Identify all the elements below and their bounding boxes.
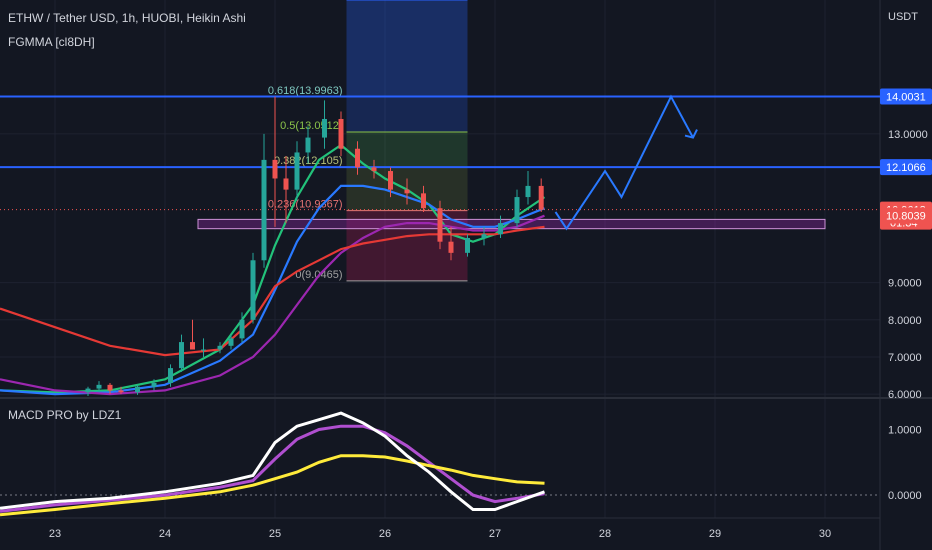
candle-body	[283, 178, 289, 190]
candle-body	[151, 382, 157, 387]
macd-histogram-line	[0, 424, 545, 513]
projection-line	[554, 94, 694, 231]
candles	[85, 96, 544, 396]
candle-body	[514, 197, 520, 224]
candle-body	[437, 208, 443, 242]
price-tick-label: 9.0000	[888, 278, 922, 290]
candle-body	[107, 384, 113, 391]
candle-body	[168, 368, 173, 383]
symbol-title[interactable]: ETHW / Tether USD, 1h, HUOBI, Heikin Ash…	[8, 11, 246, 25]
time-tick-label: 28	[599, 528, 611, 540]
candle-body	[261, 159, 267, 261]
time-axis[interactable]: 23 24 25 26 27 28 29 30	[49, 528, 831, 540]
price-tag-bg	[880, 159, 932, 176]
moving-average-line	[0, 225, 545, 357]
candle-body	[250, 260, 256, 320]
price-tick-label: 7.0000	[888, 352, 922, 364]
candle-body	[239, 319, 245, 339]
price-tag-label: 14.0031	[886, 92, 926, 104]
moving-average-line	[0, 184, 545, 396]
fib-band	[346, 0, 468, 97]
price-tag-bg	[880, 207, 932, 224]
macd-panel	[0, 411, 880, 517]
time-tick-label: 24	[159, 528, 171, 540]
candle-body	[338, 118, 344, 149]
moving-averages	[0, 143, 546, 396]
candle-body	[228, 338, 234, 346]
candle-body	[355, 148, 360, 168]
fib-retracement[interactable]: 0.618(13.9963)0.5(13.0512)0.382(12.105)0…	[268, 0, 468, 282]
price-axis[interactable]: 6.0000 7.0000 8.0000 9.0000 13.0000 USDT 14.00…	[880, 11, 932, 502]
fib-level-label: 0.618(13.9963)	[268, 85, 343, 97]
fib-band	[346, 131, 468, 168]
candle-body	[118, 390, 124, 393]
candle-body	[388, 171, 393, 190]
fib-level-label: 0.5(13.0512)	[280, 120, 342, 132]
moving-average-line	[0, 214, 545, 396]
candle-body	[538, 185, 544, 210]
candle-body	[525, 185, 531, 198]
candle-body	[217, 345, 223, 350]
indicator-label[interactable]: FGMMA [cl8DH]	[8, 35, 95, 49]
price-tag-label: 12.1066	[886, 162, 926, 174]
time-tick-label: 29	[709, 528, 721, 540]
price-tick-label: 13.0000	[888, 129, 928, 141]
candle-body	[371, 167, 377, 172]
projection-path[interactable]	[554, 94, 698, 231]
candle-body	[498, 223, 503, 235]
candle-body	[448, 241, 454, 253]
candle-body	[421, 193, 426, 209]
price-unit-label: USDT	[888, 11, 918, 23]
candle-body	[404, 189, 410, 194]
price-tick-label: 6.0000	[888, 389, 922, 401]
candle-body	[481, 234, 487, 238]
fib-band	[346, 96, 468, 132]
price-tag-label: 10.8039	[886, 211, 926, 223]
candle-body	[190, 342, 195, 350]
candle-body	[201, 349, 206, 351]
candle-body	[322, 118, 327, 138]
price-tag-bg	[880, 88, 932, 105]
candle-body	[179, 342, 184, 369]
time-tick-label: 30	[819, 528, 831, 540]
candle-body	[272, 159, 278, 179]
macd-label[interactable]: MACD PRO by LDZ1	[8, 408, 122, 422]
macd-tick-label: 0.0000	[888, 490, 922, 502]
projection-arrow-icon	[684, 129, 698, 139]
price-tick-label: 8.0000	[888, 315, 922, 327]
time-tick-label: 26	[379, 528, 391, 540]
candle-body	[465, 237, 470, 253]
time-tick-label: 23	[49, 528, 61, 540]
macd-main-line	[0, 411, 546, 511]
macd-signal-line	[0, 454, 545, 517]
candle-body	[85, 388, 91, 393]
candle-body	[96, 384, 102, 389]
macd-tick-label: 1.0000	[888, 425, 922, 437]
time-tick-label: 25	[269, 528, 281, 540]
time-tick-label: 27	[489, 528, 501, 540]
fib-level-label: 0.236(10.9367)	[268, 199, 343, 211]
candle-body	[294, 152, 300, 190]
candle-body	[305, 137, 311, 153]
candle-body	[135, 386, 140, 393]
